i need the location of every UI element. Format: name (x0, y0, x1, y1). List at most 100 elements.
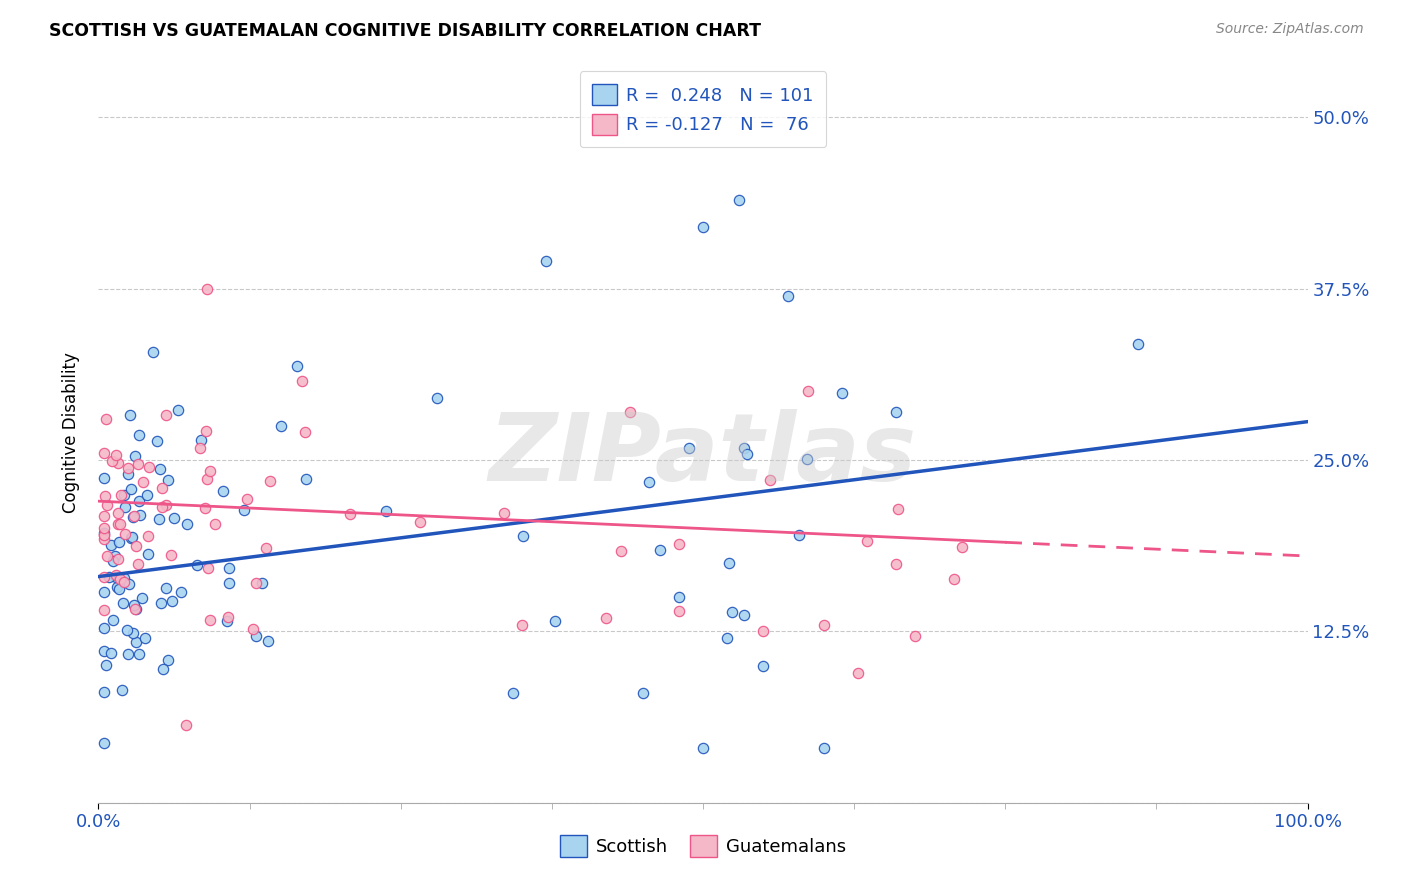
Point (100, 646, 122, 660)
Point (716, 632, 738, 646)
Point (160, 548, 183, 562)
Point (174, 718, 197, 732)
Point (131, 475, 153, 489)
Point (198, 613, 221, 627)
Point (121, 530, 143, 544)
Point (93, 445, 115, 459)
Point (114, 500, 136, 515)
Point (242, 622, 264, 636)
Point (176, 517, 198, 532)
Point (107, 506, 129, 520)
Point (339, 507, 361, 521)
Point (93, 508, 115, 523)
Point (142, 345, 165, 359)
Point (145, 434, 167, 448)
Point (93, 621, 115, 635)
Point (94, 489, 117, 503)
Point (93, 471, 115, 485)
Point (595, 610, 617, 624)
Point (195, 471, 218, 485)
Point (124, 508, 146, 523)
Point (813, 617, 835, 632)
Point (112, 571, 135, 585)
Point (150, 481, 173, 495)
Point (668, 604, 690, 618)
Point (668, 537, 690, 551)
Point (426, 392, 449, 406)
Point (534, 254, 557, 268)
Point (120, 532, 142, 546)
Point (170, 585, 193, 599)
Legend: Scottish, Guatemalans: Scottish, Guatemalans (550, 824, 856, 868)
Point (101, 454, 124, 468)
Point (124, 450, 146, 464)
Point (595, 121, 617, 136)
Point (236, 492, 259, 507)
Point (155, 408, 177, 422)
Text: ZIPatlas: ZIPatlas (489, 409, 917, 500)
Point (105, 568, 128, 582)
Point (93, 521, 115, 535)
Point (101, 554, 124, 568)
Point (104, 549, 127, 564)
Point (107, 552, 129, 566)
Point (108, 535, 131, 549)
Point (125, 602, 148, 616)
Point (122, 598, 145, 612)
Point (678, 441, 700, 455)
Point (127, 557, 149, 571)
Point (217, 614, 239, 628)
Point (609, 543, 631, 558)
Point (194, 500, 217, 515)
Point (692, 219, 714, 234)
Point (122, 509, 145, 524)
Point (813, 741, 835, 756)
Point (831, 385, 853, 400)
Point (93, 644, 115, 658)
Point (93, 685, 115, 699)
Point (118, 576, 141, 591)
Point (128, 647, 150, 661)
Point (758, 473, 780, 487)
Point (188, 441, 211, 455)
Point (796, 452, 818, 467)
Point (96, 658, 118, 673)
Point (856, 534, 879, 549)
Point (112, 596, 135, 610)
Point (733, 608, 755, 623)
Point (107, 457, 129, 471)
Point (138, 548, 160, 562)
Point (163, 511, 186, 525)
Point (195, 282, 218, 296)
Point (129, 508, 152, 523)
Point (233, 503, 256, 517)
Point (217, 610, 239, 624)
Point (285, 359, 308, 373)
Point (218, 561, 240, 575)
Point (93, 736, 115, 750)
Point (150, 500, 173, 515)
Point (93, 528, 115, 542)
Point (110, 488, 132, 502)
Point (256, 634, 278, 648)
Point (195, 424, 218, 438)
Point (138, 459, 160, 474)
Point (544, 615, 567, 629)
Point (93, 570, 115, 584)
Point (720, 605, 742, 619)
Point (887, 502, 910, 516)
Point (128, 494, 150, 508)
Point (117, 647, 139, 661)
Point (942, 572, 965, 586)
Point (149, 597, 172, 611)
Point (692, 741, 714, 756)
Point (108, 516, 131, 531)
Point (155, 498, 177, 512)
Point (107, 582, 129, 596)
Point (127, 457, 149, 471)
Point (668, 590, 690, 604)
Point (638, 475, 661, 490)
Point (100, 538, 122, 552)
Point (752, 624, 775, 639)
Point (270, 418, 292, 433)
